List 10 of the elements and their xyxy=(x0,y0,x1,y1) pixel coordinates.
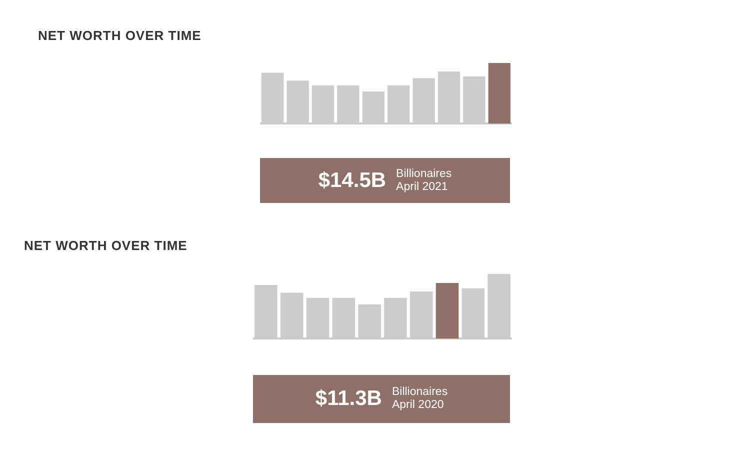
bar xyxy=(436,283,459,339)
bar xyxy=(488,63,510,124)
text: Billionaires xyxy=(392,386,448,399)
text: April 2021 xyxy=(396,180,449,194)
text: Billionaires xyxy=(396,168,452,180)
text: NET WORTH OVER TIME xyxy=(24,238,188,253)
text: $11.3B xyxy=(315,387,382,411)
text: NET WORTH OVER TIME xyxy=(38,28,202,43)
text: $14.5B xyxy=(318,168,386,192)
text: April 2020 xyxy=(392,399,445,412)
